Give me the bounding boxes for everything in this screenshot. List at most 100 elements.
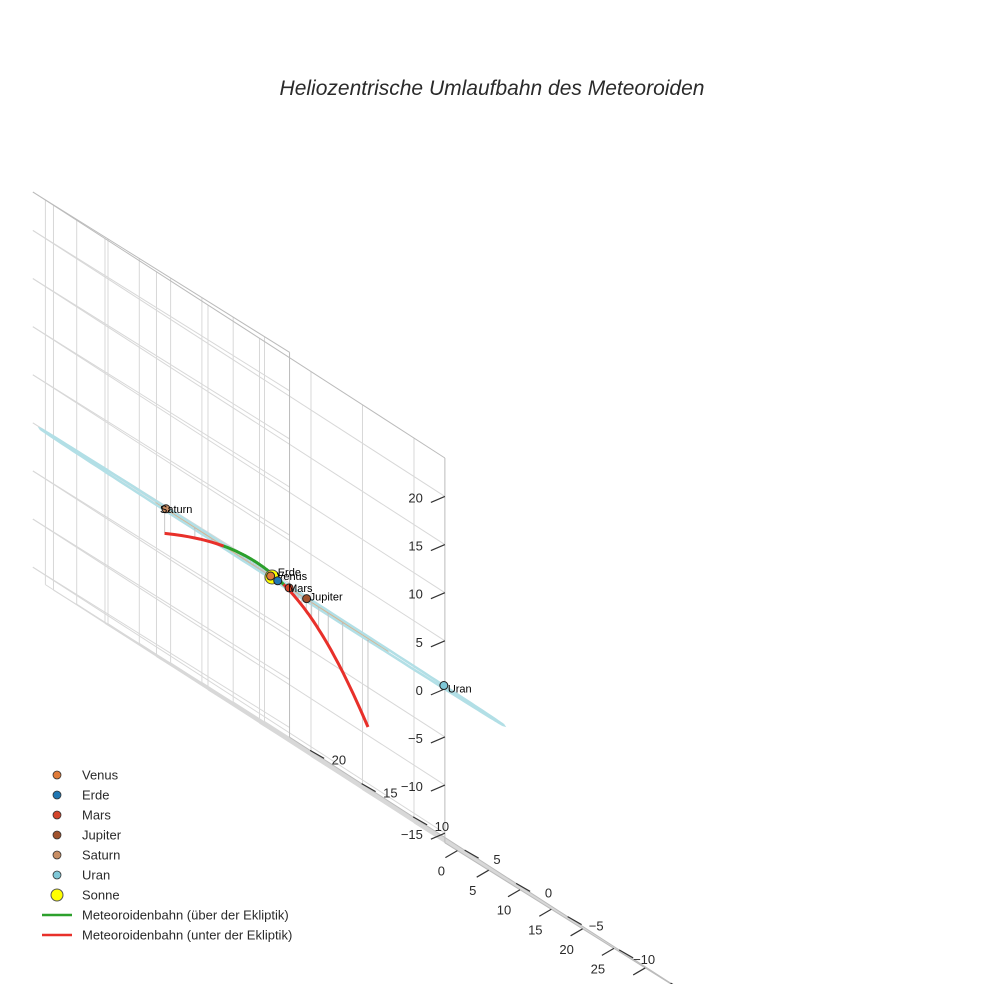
z-axis-tick-label: 15: [408, 539, 422, 554]
z-axis-tick-label: 5: [416, 635, 423, 650]
floor-grid-y: [310, 755, 568, 918]
legend-item-3[interactable]: Jupiter: [52, 828, 122, 843]
legend-sun-swatch: [50, 888, 64, 902]
x-axis-tick-mark: [445, 850, 458, 859]
legend-label: Jupiter: [82, 828, 122, 843]
legend-label: Erde: [82, 788, 109, 803]
axis-ticks: 05101520253035−15−10−505101520−15−10−505…: [309, 490, 674, 984]
planet-label-erde: Erde: [278, 567, 301, 579]
drop-line-foot: [261, 569, 264, 572]
legend-marker-swatch: [52, 790, 62, 800]
y-axis-tick-label: 15: [383, 786, 397, 801]
drop-line-foot: [341, 622, 344, 625]
side-wall-grid-z: [32, 470, 446, 738]
drop-line-foot: [237, 554, 239, 557]
drop-line-foot: [317, 606, 320, 609]
y-axis-tick-label: 10: [435, 819, 449, 834]
back-wall-grid-z: [32, 470, 290, 632]
y-axis-tick-label: 20: [332, 752, 346, 767]
drop-line-foot: [327, 612, 330, 615]
planet-marker-saturn[interactable]: [161, 504, 171, 514]
z-axis-tick-label: −15: [401, 827, 423, 842]
drop-line-foot: [297, 592, 300, 595]
drop-line-foot: [255, 565, 257, 568]
legend-label: Saturn: [82, 848, 120, 863]
drop-line-foot: [242, 557, 244, 560]
legend-item-5[interactable]: Uran: [52, 868, 110, 883]
z-axis-tick-label: −10: [401, 779, 423, 794]
z-axis-tick-mark: [430, 688, 446, 696]
legend-item-0[interactable]: Venus: [52, 768, 119, 783]
back-wall-grid-z: [32, 518, 290, 680]
legend-marker-swatch: [52, 870, 62, 880]
z-axis-tick-mark: [430, 832, 446, 840]
drop-line-foot: [211, 538, 214, 541]
meteoroid-path: [164, 531, 370, 728]
legend-label: Sonne: [82, 888, 120, 903]
legend-item-4[interactable]: Saturn: [52, 848, 120, 863]
y-axis-tick-mark: [309, 749, 325, 759]
drop-line-foot: [263, 570, 265, 573]
z-axis-tick-label: 10: [408, 587, 422, 602]
drop-line-foot: [249, 562, 252, 565]
planet-label-saturn: Saturn: [160, 504, 192, 516]
y-axis-tick-mark: [464, 849, 479, 859]
planet-label-jupiter: Jupiter: [310, 592, 343, 604]
legend[interactable]: Venus Erde Mars Jupiter Saturn Uran Sonne Meteo…: [42, 768, 292, 943]
z-axis-tick-mark: [430, 784, 446, 792]
z-axis-tick-mark: [430, 592, 446, 600]
side-wall-grid-z: [32, 374, 446, 642]
planet-label-uran: Uran: [448, 684, 472, 696]
drop-line-foot: [259, 568, 262, 571]
x-axis-tick-mark: [570, 928, 583, 937]
legend-item-7[interactable]: Meteoroidenbahn (über der Ekliptik): [42, 908, 289, 923]
legend-label: Meteoroidenbahn (unter der Ekliptik): [82, 928, 292, 943]
side-wall-grid-z: [32, 326, 446, 594]
x-axis-tick-label: 15: [528, 922, 542, 937]
x-axis-tick-label: 10: [497, 903, 511, 918]
z-axis-tick-mark: [430, 495, 446, 504]
legend-item-8[interactable]: Meteoroidenbahn (unter der Ekliptik): [42, 928, 292, 943]
z-axis-tick-label: 0: [416, 683, 423, 698]
z-axis-tick-mark: [430, 544, 446, 552]
panel-edge: [32, 191, 446, 459]
x-axis-tick-mark: [632, 967, 646, 976]
drop-line-foot: [193, 527, 196, 530]
planet-label-mars: Mars: [288, 583, 313, 595]
x-axis-tick-mark: [601, 947, 615, 956]
legend-label: Venus: [82, 768, 119, 783]
planet-marker-jupiter[interactable]: [302, 594, 312, 604]
legend-item-2[interactable]: Mars: [52, 808, 111, 823]
legend-label: Meteoroidenbahn (über der Ekliptik): [82, 908, 289, 923]
x-axis-tick-label: 30: [622, 981, 636, 984]
drop-line-foot: [300, 595, 303, 598]
x-axis-tick-mark: [507, 889, 521, 898]
x-axis-tick-label: 25: [591, 961, 605, 976]
panel-edge: [32, 191, 290, 353]
legend-label: Mars: [82, 808, 111, 823]
drop-line-foot: [257, 567, 260, 570]
side-wall-grid-z: [32, 566, 446, 834]
planet-marker-erde[interactable]: [273, 576, 283, 586]
y-axis-tick-mark: [361, 783, 376, 793]
y-axis-tick-label: −5: [589, 919, 604, 934]
floor-grid-y: [104, 622, 362, 785]
z-axis-tick-mark: [430, 640, 446, 648]
legend-label: Uran: [82, 868, 110, 883]
meteoroid-path-below-ecliptic: [164, 531, 225, 548]
y-axis-tick-label: −10: [633, 952, 655, 967]
back-wall-grid-z: [32, 230, 290, 392]
legend-marker-swatch: [52, 830, 62, 840]
floor-grid-y: [362, 789, 620, 951]
floor-grid-y: [53, 589, 311, 751]
z-axis-tick-mark: [430, 736, 446, 744]
z-axis-tick-label: 20: [408, 490, 422, 505]
z-axis-tick-label: −5: [408, 731, 423, 746]
legend-item-1[interactable]: Erde: [52, 788, 109, 803]
planet-marker-mars[interactable]: [284, 583, 294, 593]
planet-marker-uran[interactable]: [439, 681, 449, 691]
legend-marker-swatch: [52, 770, 62, 780]
planet-marker-venus[interactable]: [266, 571, 276, 581]
legend-item-6[interactable]: Sonne: [50, 888, 120, 903]
